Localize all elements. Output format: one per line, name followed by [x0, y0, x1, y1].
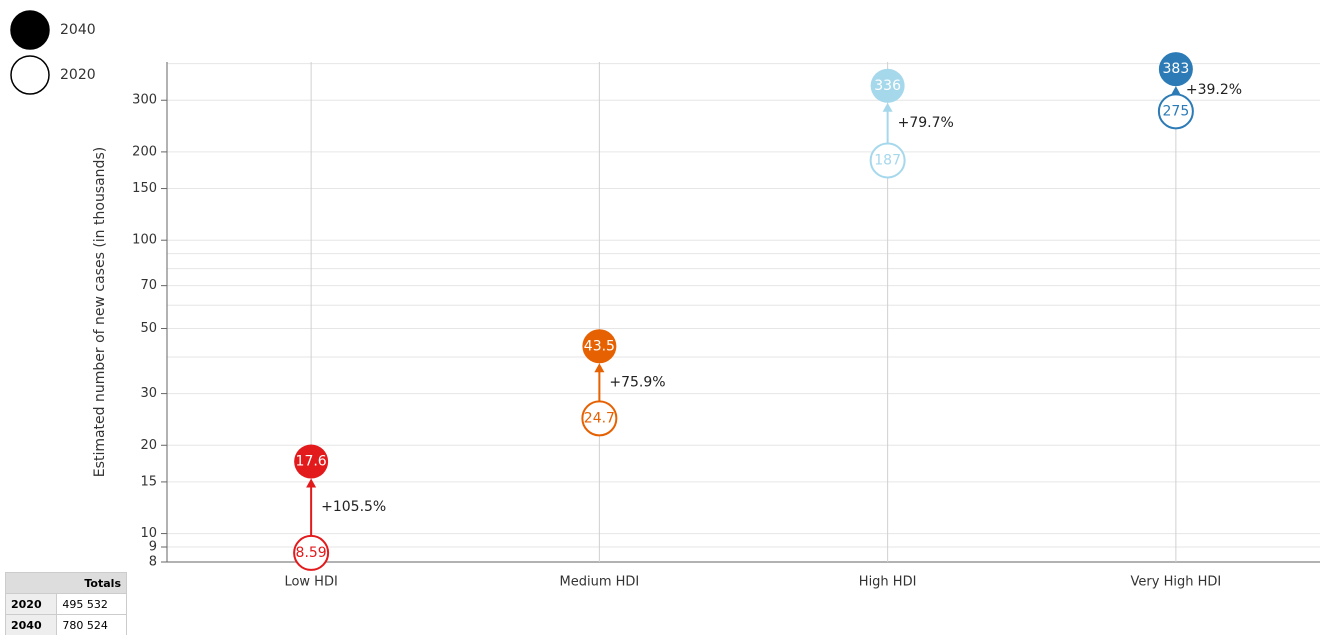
- value-label: 383: [1163, 61, 1190, 77]
- value-label: 336: [874, 78, 901, 94]
- y-tick-label: 50: [140, 321, 157, 336]
- value-label: 24.7: [584, 410, 615, 426]
- totals-header: Totals: [5, 572, 127, 594]
- y-tick-label: 15: [140, 474, 157, 489]
- change-label: +79.7%: [898, 115, 954, 131]
- change-label: +105.5%: [321, 499, 386, 515]
- arrow-head: [1170, 86, 1181, 96]
- arrow-head: [306, 478, 317, 488]
- change-label: +39.2%: [1186, 82, 1242, 98]
- y-tick-label: 10: [140, 526, 157, 541]
- y-tick-label: 20: [140, 438, 157, 453]
- change-label: +75.9%: [609, 374, 665, 390]
- y-tick-label: 9: [149, 539, 157, 554]
- x-tick-label: Very High HDI: [1131, 575, 1222, 590]
- dot-2040: [582, 329, 617, 364]
- total: 780 524: [56, 614, 127, 635]
- y-tick-label: 8: [149, 555, 157, 570]
- dot-2040: [294, 444, 329, 479]
- legend-label: 2040: [60, 22, 96, 38]
- y-tick-label: 300: [132, 93, 157, 108]
- y-tick-label: 100: [132, 233, 157, 248]
- value-label: 43.5: [584, 338, 615, 354]
- y-axis-label: Estimated number of new cases (in thousa…: [92, 147, 108, 477]
- legend-label: 2020: [60, 67, 96, 83]
- y-tick-label: 200: [132, 144, 157, 159]
- dot-2020: [1157, 93, 1194, 130]
- legend-marker: [10, 10, 50, 50]
- y-tick-label: 30: [140, 386, 157, 401]
- arrow-head: [594, 363, 605, 373]
- total: 495 532: [56, 593, 127, 615]
- dot-2040: [870, 68, 905, 103]
- value-label: 8.59: [296, 545, 327, 561]
- year: 2020: [4, 593, 58, 615]
- totals-table: Totals 2020 495 532 2040 780 524: [4, 572, 127, 635]
- x-tick-label: Low HDI: [284, 575, 337, 590]
- legend-marker: [10, 55, 50, 95]
- value-label: 275: [1163, 103, 1190, 119]
- x-tick-label: Medium HDI: [560, 575, 640, 590]
- value-label: 17.6: [296, 454, 327, 470]
- arrow-head: [882, 102, 893, 112]
- dot-2020: [581, 400, 618, 437]
- dot-2020: [293, 534, 330, 571]
- dot-2020: [869, 142, 906, 179]
- year: 2040: [4, 614, 58, 635]
- y-tick-label: 150: [132, 181, 157, 196]
- dot-2040: [1158, 52, 1193, 87]
- x-tick-label: High HDI: [859, 575, 917, 590]
- value-label: 187: [874, 152, 901, 168]
- y-tick-label: 70: [140, 278, 157, 293]
